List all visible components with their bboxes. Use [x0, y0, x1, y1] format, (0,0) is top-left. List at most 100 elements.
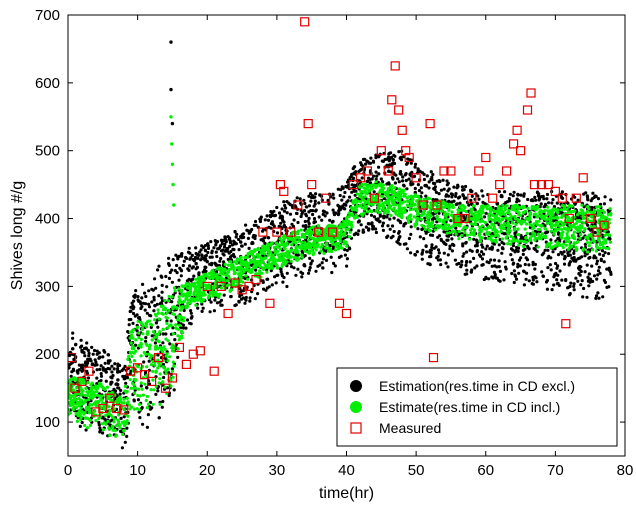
data-point: [331, 238, 335, 242]
data-point: [302, 198, 306, 202]
data-point: [397, 203, 401, 207]
data-point: [522, 194, 526, 198]
data-point: [110, 424, 114, 428]
data-point: [149, 363, 154, 367]
data-point: [341, 204, 345, 208]
data-point: [292, 266, 296, 270]
data-point: [311, 236, 315, 240]
data-point: [91, 390, 95, 394]
data-point: [214, 293, 218, 297]
data-point: [456, 211, 460, 215]
data-point: [175, 263, 179, 268]
data-point: [589, 224, 593, 228]
data-point: [377, 165, 381, 169]
data-point: [87, 411, 91, 415]
data-point: [301, 271, 305, 276]
data-point: [283, 203, 287, 208]
data-point: [390, 224, 395, 228]
data-point: [576, 279, 580, 283]
data-point: [580, 255, 584, 259]
data-point: [247, 246, 251, 250]
data-point: [468, 260, 472, 264]
data-point: [134, 338, 138, 342]
data-point: [223, 242, 227, 246]
data-point: [346, 199, 350, 203]
data-point: [160, 283, 164, 287]
data-point: [147, 289, 151, 293]
data-point: [201, 275, 205, 279]
data-point: [515, 197, 519, 201]
data-point: [235, 280, 239, 284]
data-point: [237, 272, 241, 276]
data-point: [330, 270, 334, 275]
data-point: [409, 225, 413, 229]
data-point: [354, 198, 358, 202]
data-point: [563, 254, 567, 258]
data-point: [304, 246, 309, 250]
data-point: [85, 341, 89, 345]
data-point: [468, 237, 472, 241]
data-point: [143, 291, 147, 295]
data-point: [321, 257, 325, 261]
data-point: [483, 220, 487, 225]
data-point: [345, 248, 349, 252]
data-point: [369, 156, 373, 160]
data-point: [223, 235, 227, 239]
data-point: [480, 219, 484, 223]
data-point: [339, 254, 343, 258]
data-point: [118, 395, 122, 399]
data-point: [164, 315, 168, 319]
data-point: [549, 215, 553, 219]
data-point: [351, 201, 355, 205]
data-point: [366, 199, 370, 203]
data-point: [161, 312, 165, 316]
data-point: [299, 214, 303, 219]
data-point: [419, 214, 423, 218]
data-point: [84, 405, 89, 409]
data-point: [127, 354, 131, 359]
data-point: [79, 406, 83, 410]
data-point: [180, 284, 184, 288]
data-point: [130, 333, 134, 337]
data-point: [538, 227, 542, 232]
data-point: [386, 224, 390, 228]
data-point: [175, 271, 179, 275]
data-point: [221, 252, 225, 256]
data-point: [404, 242, 408, 246]
data-point: [249, 258, 253, 262]
data-point: [475, 264, 479, 268]
data-point: [162, 375, 166, 380]
data-point: [194, 277, 198, 281]
data-point: [316, 264, 320, 268]
data-point: [296, 253, 300, 257]
data-point: [242, 270, 246, 274]
data-point: [557, 227, 561, 231]
data-point: [519, 239, 523, 243]
data-point: [366, 210, 370, 214]
data-point: [443, 241, 447, 246]
data-point: [140, 387, 144, 391]
data-point: [374, 170, 378, 174]
data-point: [84, 416, 88, 420]
data-point: [215, 263, 219, 267]
data-point: [587, 272, 591, 276]
data-point: [513, 231, 517, 235]
data-point: [450, 214, 454, 218]
data-point: [360, 183, 364, 187]
data-point: [580, 279, 584, 283]
data-point: [104, 422, 108, 426]
data-point: [516, 246, 521, 250]
data-point: [251, 250, 255, 254]
data-point: [121, 374, 125, 378]
data-point: [269, 250, 273, 254]
data-point: [445, 234, 449, 238]
data-point: [144, 294, 148, 299]
data-point: [202, 272, 206, 277]
data-point: [381, 187, 385, 191]
data-point: [300, 255, 304, 259]
data-point: [295, 196, 299, 200]
data-point: [542, 197, 546, 201]
data-point: [369, 187, 373, 191]
data-point: [533, 267, 537, 271]
data-point: [310, 225, 314, 229]
